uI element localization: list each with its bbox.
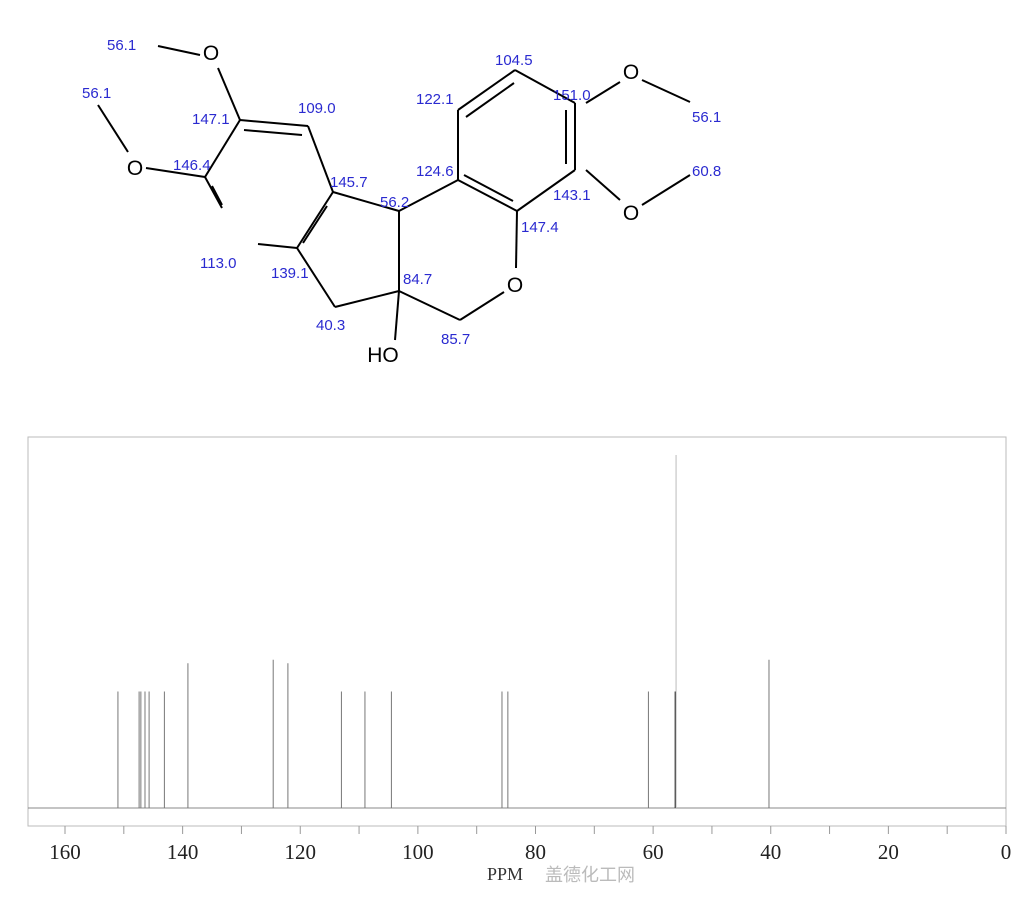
atom-hydroxyl: HO bbox=[367, 344, 399, 367]
shift-labels: 56.1 56.1 147.1 109.0 146.4 145.7 113.0 … bbox=[82, 37, 721, 348]
shift-label: 56.1 bbox=[692, 109, 721, 126]
plot-frame bbox=[27, 436, 1007, 827]
x-tick-label: 120 bbox=[285, 840, 317, 864]
atom-o-ring: O bbox=[507, 274, 523, 297]
shift-label: 124.6 bbox=[416, 163, 454, 180]
x-axis: 160 140 120 100 80 60 40 20 0 bbox=[49, 826, 1011, 864]
x-axis-label: PPM bbox=[487, 864, 523, 884]
bonds bbox=[97, 45, 691, 341]
x-tick-label: 60 bbox=[643, 840, 664, 864]
atom-o-left: O bbox=[127, 157, 143, 180]
atom-o-top-left: O bbox=[203, 42, 219, 65]
shift-label: 113.0 bbox=[200, 255, 236, 272]
shift-label: 139.1 bbox=[271, 265, 309, 282]
shift-label: 56.1 bbox=[107, 37, 136, 54]
x-tick-label: 100 bbox=[402, 840, 434, 864]
peaks bbox=[117, 455, 770, 808]
x-tick-label: 140 bbox=[167, 840, 199, 864]
atom-o-right-bottom: O bbox=[623, 202, 639, 225]
x-tick-label: 20 bbox=[878, 840, 899, 864]
x-tick-label: 80 bbox=[525, 840, 546, 864]
shift-label: 60.8 bbox=[692, 163, 721, 180]
shift-label: 40.3 bbox=[316, 317, 345, 334]
shift-label: 109.0 bbox=[298, 100, 336, 117]
shift-label: 151.0 bbox=[553, 87, 591, 104]
shift-label: 147.1 bbox=[192, 111, 230, 128]
shift-label: 104.5 bbox=[495, 52, 533, 69]
watermark: 盖德化工网 bbox=[545, 865, 635, 886]
x-tick-label: 40 bbox=[760, 840, 781, 864]
molecule-structure: O O O O O HO 56.1 56.1 147.1 109.0 146.4… bbox=[82, 37, 721, 367]
x-tick-label: 0 bbox=[1001, 840, 1012, 864]
shift-label: 145.7 bbox=[330, 174, 368, 191]
x-tick-label: 160 bbox=[49, 840, 81, 864]
shift-label: 146.4 bbox=[173, 157, 211, 174]
shift-label: 122.1 bbox=[416, 91, 454, 108]
atom-o-right-top: O bbox=[623, 61, 639, 84]
shift-label: 56.1 bbox=[82, 85, 111, 102]
shift-label: 143.1 bbox=[553, 187, 591, 204]
shift-label: 56.2 bbox=[380, 194, 409, 211]
shift-label: 147.4 bbox=[521, 219, 559, 236]
shift-label: 85.7 bbox=[441, 331, 470, 348]
shift-label: 84.7 bbox=[403, 271, 432, 288]
